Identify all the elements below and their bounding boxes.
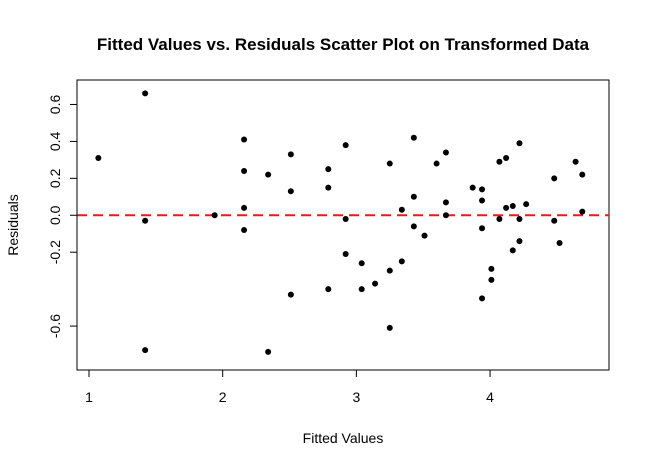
- y-tick-label: 0.4: [47, 131, 63, 151]
- data-point: [265, 171, 272, 178]
- data-point: [358, 286, 365, 293]
- data-point: [287, 151, 294, 158]
- y-tick-label: 0.0: [47, 205, 63, 225]
- data-point: [211, 212, 218, 219]
- x-axis: 1 2 3 4: [85, 369, 494, 405]
- data-point: [358, 260, 365, 267]
- data-point: [410, 134, 417, 141]
- data-point: [398, 258, 405, 265]
- data-point: [479, 225, 486, 232]
- data-point: [442, 212, 449, 219]
- data-point: [372, 280, 379, 287]
- y-tick-label: -0.2: [47, 240, 63, 264]
- data-point: [556, 239, 563, 246]
- data-point: [241, 136, 248, 143]
- data-point: [523, 201, 530, 208]
- data-point: [241, 167, 248, 174]
- chart-title: Fitted Values vs. Residuals Scatter Plot…: [97, 35, 590, 54]
- data-point: [469, 184, 476, 191]
- data-point: [516, 215, 523, 222]
- data-point: [488, 265, 495, 272]
- y-axis-label: Residuals: [5, 194, 21, 255]
- data-point: [386, 160, 393, 167]
- data-point: [503, 204, 510, 211]
- data-point: [325, 166, 332, 173]
- data-point: [421, 232, 428, 239]
- data-point: [287, 188, 294, 195]
- data-point: [325, 286, 332, 293]
- data-point: [325, 184, 332, 191]
- data-point: [579, 171, 586, 178]
- data-points: [95, 90, 586, 355]
- data-point: [479, 186, 486, 193]
- x-tick-label: 2: [219, 389, 227, 405]
- data-point: [95, 155, 102, 162]
- data-point: [386, 267, 393, 274]
- data-point: [287, 291, 294, 298]
- data-point: [496, 215, 503, 222]
- data-point: [442, 199, 449, 206]
- x-axis-label: Fitted Values: [303, 430, 384, 446]
- data-point: [398, 206, 405, 213]
- data-point: [342, 251, 349, 258]
- plot-frame: [76, 79, 610, 371]
- y-tick-label: -0.6: [47, 314, 63, 338]
- data-point: [551, 217, 558, 224]
- data-point: [479, 197, 486, 204]
- y-tick-label: 0.2: [47, 168, 63, 188]
- data-point: [142, 217, 149, 224]
- data-point: [479, 295, 486, 302]
- data-point: [342, 142, 349, 149]
- data-point: [488, 276, 495, 283]
- data-point: [496, 158, 503, 165]
- data-point: [516, 140, 523, 147]
- y-axis: -0.6 -0.2 0.0 0.2 0.4 0.6: [47, 95, 78, 338]
- data-point: [386, 324, 393, 331]
- data-point: [142, 90, 149, 97]
- data-point: [551, 175, 558, 182]
- data-point: [410, 193, 417, 200]
- data-point: [579, 208, 586, 215]
- data-point: [142, 347, 149, 354]
- data-point: [572, 158, 579, 165]
- data-point: [433, 160, 440, 167]
- x-tick-label: 4: [486, 389, 494, 405]
- data-point: [241, 227, 248, 234]
- data-point: [503, 155, 510, 162]
- data-point: [509, 203, 516, 210]
- data-point: [241, 204, 248, 211]
- data-point: [442, 149, 449, 156]
- data-point: [509, 247, 516, 254]
- x-tick-label: 3: [352, 389, 360, 405]
- data-point: [265, 348, 272, 355]
- data-point: [516, 238, 523, 245]
- x-tick-label: 1: [85, 389, 93, 405]
- data-point: [410, 223, 417, 230]
- y-tick-label: 0.6: [47, 95, 63, 115]
- data-point: [342, 215, 349, 222]
